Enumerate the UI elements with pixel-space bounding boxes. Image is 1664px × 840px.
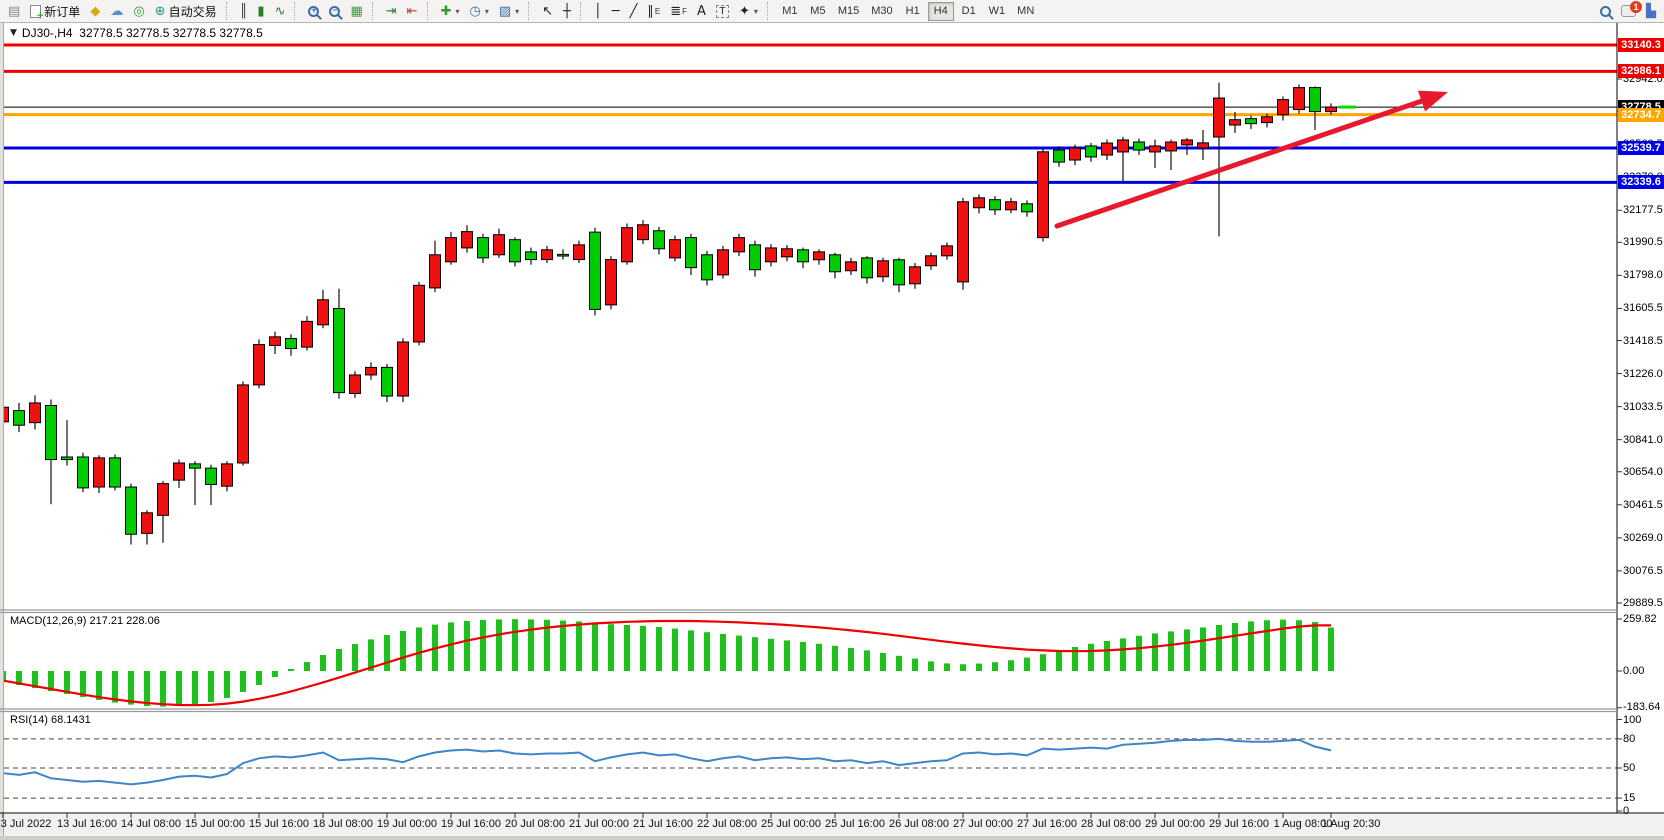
tile-windows-icon: ▦ xyxy=(350,3,363,19)
time-axis[interactable] xyxy=(0,814,1664,836)
trendline-icon: ╱ xyxy=(629,3,638,19)
magnifier-sign: + xyxy=(311,4,317,15)
notifications-icon[interactable]: 1 xyxy=(1617,1,1642,21)
chart-mini-icon[interactable]: ▤ xyxy=(4,1,24,21)
equidistant-channel-icon[interactable]: ∥ E xyxy=(643,1,664,21)
timeframe-d1-button[interactable]: D1 xyxy=(956,2,982,21)
autotrading-icon: ⊕ xyxy=(154,3,166,19)
profile-icon[interactable]: ◆ xyxy=(86,1,104,21)
text-icon[interactable]: A xyxy=(693,1,710,21)
price-axis[interactable] xyxy=(1618,23,1664,813)
toolbar-separator xyxy=(766,2,772,20)
icon-subscript: E xyxy=(654,6,661,16)
fibonacci-icon[interactable]: ≣ F xyxy=(666,1,691,21)
search-icon[interactable] xyxy=(1596,1,1615,21)
window-edge xyxy=(0,836,1664,840)
toolbar-separator xyxy=(371,2,377,20)
crosshair-icon[interactable]: ┼ xyxy=(559,1,575,21)
toolbar-separator xyxy=(294,2,299,20)
zoom-in-icon[interactable]: + xyxy=(304,1,323,21)
timeframe-h4-button[interactable]: H4 xyxy=(927,1,954,21)
horizontal-line-icon: ─ xyxy=(611,3,620,19)
notification-badge: 1 xyxy=(1630,1,1642,13)
arrows-icon[interactable]: ✦ ▾ xyxy=(735,1,762,21)
line-chart-icon: ∿ xyxy=(274,3,286,19)
toolbar-separator xyxy=(426,2,432,20)
profile-icon: ◆ xyxy=(90,3,101,19)
periods-icon: ◷ xyxy=(469,3,481,19)
chevron-down-icon: ▾ xyxy=(455,6,460,16)
new-order-button-label: 新订单 xyxy=(44,4,81,19)
templates-icon: ▨ xyxy=(498,3,512,19)
arrows-icon: ✦ xyxy=(738,3,750,19)
partial-icon[interactable]: ▙ xyxy=(1642,1,1660,21)
candlestick-chart-icon: ▮ xyxy=(257,3,265,19)
notifications-icon: 1 xyxy=(1621,1,1642,17)
chevron-down-icon: ▾ xyxy=(484,6,489,16)
signals-icon: ◎ xyxy=(133,3,145,19)
chevron-down-icon: ▾ xyxy=(753,6,758,16)
vertical-line-icon: │ xyxy=(593,3,602,19)
line-chart-icon[interactable]: ∿ xyxy=(271,1,290,21)
timeframe-m30-button[interactable]: M30 xyxy=(866,2,897,21)
periods-icon[interactable]: ◷ ▾ xyxy=(466,1,493,21)
new-order-button[interactable]: 新订单 xyxy=(26,1,84,21)
signals-icon[interactable]: ◎ xyxy=(129,1,148,21)
timeframe-h1-button[interactable]: H1 xyxy=(900,2,926,21)
toolbar-separator xyxy=(225,2,231,20)
indicators-icon: ✚ xyxy=(440,3,452,19)
timeframe-m15-button[interactable]: M15 xyxy=(833,2,864,21)
chart-mini-icon: ▤ xyxy=(8,3,21,19)
chart-shift-icon: ⇤ xyxy=(406,3,418,19)
timeframe-m1-button[interactable]: M1 xyxy=(777,2,803,21)
new-order-icon xyxy=(30,4,44,21)
bar-chart-icon: ║ xyxy=(239,3,248,19)
text-label-icon: T xyxy=(715,4,729,18)
cursor-icon: ↖ xyxy=(542,3,554,19)
cursor-icon[interactable]: ↖ xyxy=(538,1,557,21)
timeframe-w1-button[interactable]: W1 xyxy=(984,2,1011,21)
chart-shift-icon[interactable]: ⇤ xyxy=(403,1,422,21)
tile-windows-icon[interactable]: ▦ xyxy=(346,1,366,21)
icon-subscript: F xyxy=(682,6,688,16)
toolbar-separator xyxy=(528,2,533,20)
window-splitter[interactable] xyxy=(0,23,4,836)
partial-icon: ▙ xyxy=(1646,3,1656,19)
zoom-out-icon: − xyxy=(329,4,341,17)
magnifier-sign: − xyxy=(332,4,338,15)
chevron-down-icon: ▾ xyxy=(515,6,520,16)
zoom-in-icon: + xyxy=(308,4,320,17)
search-icon xyxy=(1600,5,1611,17)
vertical-line-icon[interactable]: │ xyxy=(590,1,606,21)
text-icon: A xyxy=(697,3,706,19)
timeframe-m5-button[interactable]: M5 xyxy=(805,2,831,21)
autotrading-button[interactable]: ⊕ 自动交易 xyxy=(151,1,221,21)
candlestick-chart-icon[interactable]: ▮ xyxy=(253,1,268,21)
auto-scroll-icon: ⇥ xyxy=(385,3,397,19)
horizontal-line-icon[interactable]: ─ xyxy=(608,1,624,21)
indicators-icon[interactable]: ✚ ▾ xyxy=(437,1,464,21)
crosshair-icon: ┼ xyxy=(563,3,571,19)
trendline-icon[interactable]: ╱ xyxy=(626,1,642,21)
text-label-icon[interactable]: T xyxy=(712,1,733,21)
toolbar-separator xyxy=(579,2,585,20)
auto-scroll-icon[interactable]: ⇥ xyxy=(382,1,401,21)
bar-chart-icon[interactable]: ║ xyxy=(236,1,252,21)
community-icon[interactable]: ☁ xyxy=(106,1,127,21)
fibonacci-icon: ≣ xyxy=(670,3,682,19)
zoom-out-icon[interactable]: − xyxy=(325,1,344,21)
community-icon: ☁ xyxy=(110,3,124,19)
autotrading-button-label: 自动交易 xyxy=(168,4,217,19)
equidistant-channel-icon: ∥ xyxy=(647,3,654,19)
timeframe-mn-button[interactable]: MN xyxy=(1012,2,1039,21)
templates-icon[interactable]: ▨ ▾ xyxy=(495,1,523,21)
main-toolbar: ▤新订单◆☁◎⊕自动交易║▮∿+−▦⇥⇤✚▾◷▾▨▾↖┼│─╱∥E≣FAT✦▾M… xyxy=(0,0,1664,23)
chart-area[interactable] xyxy=(0,23,1664,836)
